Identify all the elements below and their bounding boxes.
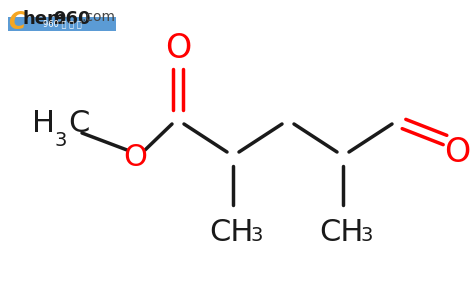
Text: O: O	[123, 144, 147, 173]
Text: .com: .com	[82, 10, 116, 24]
Text: CH: CH	[319, 218, 363, 247]
Text: 960: 960	[53, 10, 91, 28]
Text: 3: 3	[55, 131, 67, 150]
Text: CH: CH	[209, 218, 253, 247]
Text: O: O	[165, 33, 191, 66]
Text: 960 化 工 网: 960 化 工 网	[43, 20, 82, 28]
Text: O: O	[444, 135, 470, 168]
Text: hem: hem	[22, 10, 66, 28]
Text: C: C	[8, 10, 26, 34]
FancyBboxPatch shape	[8, 17, 116, 31]
Text: 3: 3	[361, 226, 374, 245]
Text: C: C	[68, 108, 90, 137]
Text: H: H	[32, 108, 55, 137]
Text: 3: 3	[251, 226, 264, 245]
